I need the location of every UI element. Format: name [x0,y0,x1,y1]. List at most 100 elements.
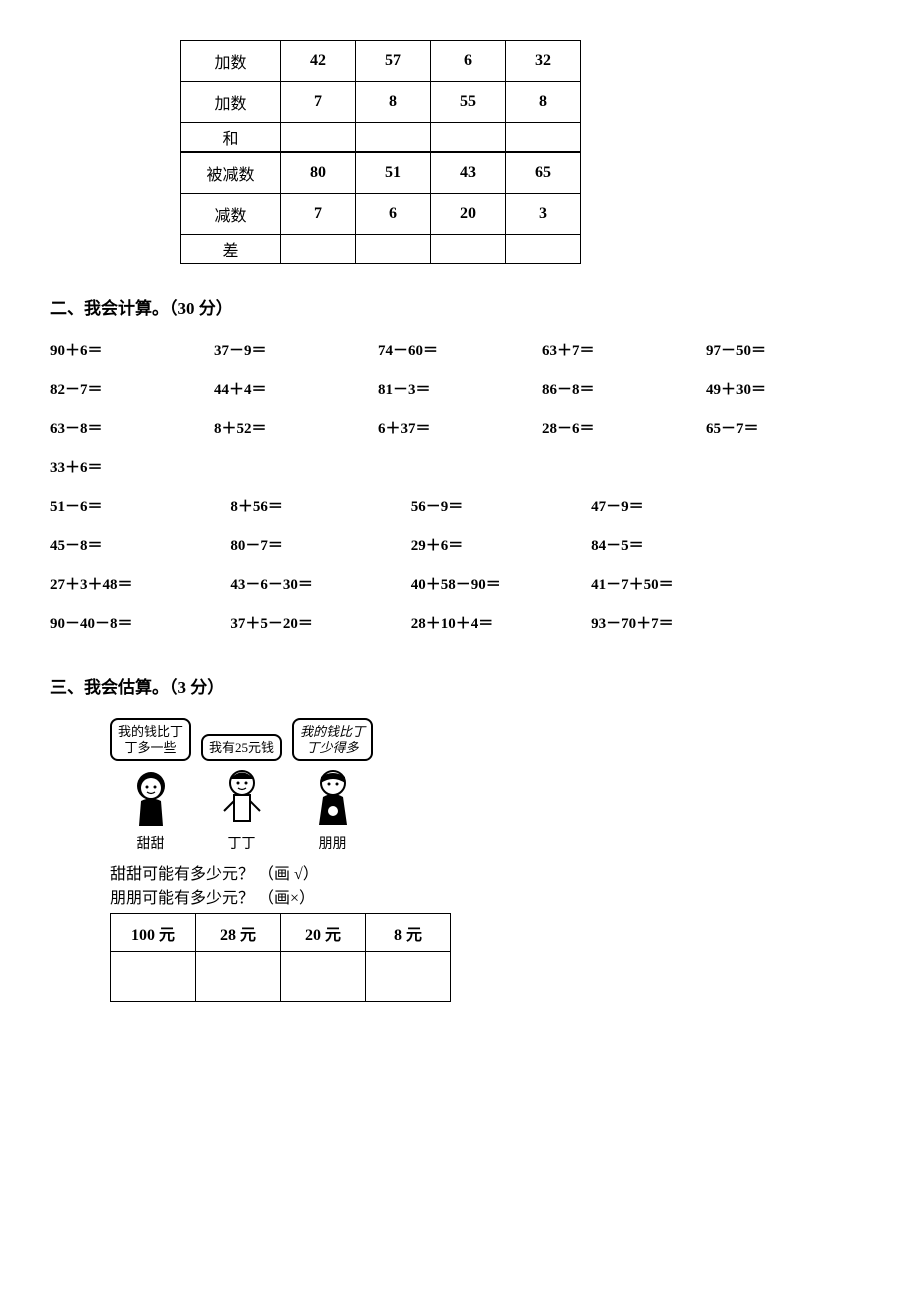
calc-item: 33＋6＝ [50,456,870,477]
calc-item: 81－3＝ [378,378,542,399]
cell[interactable] [356,123,431,152]
calc-item: 56－9＝ [411,495,591,516]
calc-item: 29＋6＝ [411,534,591,555]
cell: 6 [431,41,506,82]
calc-item: 45－8＝ [50,534,230,555]
calc-item: 8＋56＝ [230,495,410,516]
row-label: 和 [181,123,281,152]
char-name: 甜甜 [137,833,165,853]
char-tiantian: 我的钱比丁 丁多一些 甜甜 [110,718,191,853]
char-name: 丁丁 [228,833,256,853]
cell[interactable] [431,235,506,264]
calc-item: 43－6－30＝ [230,573,410,594]
speech-bubble: 我有25元钱 [201,734,282,762]
cell[interactable] [506,123,581,152]
calc-item: 27＋3＋48＝ [50,573,230,594]
calc-item: 28＋10＋4＝ [411,612,591,633]
calc-item: 44＋4＝ [214,378,378,399]
calc-item: 40＋58－90＝ [411,573,591,594]
cell: 57 [356,41,431,82]
char-pengpeng: 我的钱比丁 丁少得多 朋朋 [292,718,373,853]
cell: 3 [506,194,581,235]
cell[interactable] [356,235,431,264]
calc-row: 90＋6＝37－9＝74－60＝63＋7＝97－50＝ [50,339,870,360]
cell: 65 [506,153,581,194]
table-row: 加数 7 8 55 8 [181,82,581,123]
cell: 43 [431,153,506,194]
cell: 20 [431,194,506,235]
calc-row: 63－8＝8＋52＝6＋37＝28－6＝65－7＝ [50,417,870,438]
calc-row: 90－40－8＝37＋5－20＝28＋10＋4＝93－70＋7＝ [50,612,870,633]
calc-item: 65－7＝ [706,417,870,438]
option-cell: 8 元 [366,914,451,952]
calc-item: 97－50＝ [706,339,870,360]
estimate-questions: 甜甜可能有多少元？ （画 √） 朋朋可能有多少元？ （画×） [110,863,870,911]
answer-cell[interactable] [281,952,366,1002]
calc-item: 93－70＋7＝ [591,612,771,633]
addition-table: 加数 42 57 6 32 加数 7 8 55 8 和 [180,40,581,152]
calc-row: 33＋6＝ [50,456,870,477]
cell: 7 [281,194,356,235]
cell: 51 [356,153,431,194]
answer-options-table: 100 元 28 元 20 元 8 元 [110,913,451,1002]
cell: 7 [281,82,356,123]
boy2-icon [303,761,363,831]
option-cell: 100 元 [111,914,196,952]
cell: 8 [356,82,431,123]
calc-item: 63－8＝ [50,417,214,438]
answer-cell[interactable] [196,952,281,1002]
girl-icon [121,761,181,831]
calc-item: 51－6＝ [50,495,230,516]
calc-item: 63＋7＝ [542,339,706,360]
calc-item: 74－60＝ [378,339,542,360]
calc-item: 8＋52＝ [214,417,378,438]
cell: 32 [506,41,581,82]
table-row: 差 [181,235,581,264]
calc-item: 82－7＝ [50,378,214,399]
option-cell: 20 元 [281,914,366,952]
cell[interactable] [281,235,356,264]
calc-item: 37＋5－20＝ [230,612,410,633]
calc-item: 6＋37＝ [378,417,542,438]
row-label: 加数 [181,82,281,123]
question-2: 朋朋可能有多少元？ （画×） [110,887,870,911]
calc-item: 86－8＝ [542,378,706,399]
cell: 42 [281,41,356,82]
estimate-characters: 我的钱比丁 丁多一些 甜甜 我有25元钱 丁丁 [110,718,870,853]
answer-row [111,952,451,1002]
option-cell: 28 元 [196,914,281,952]
calc-item: 47－9＝ [591,495,771,516]
calc-item: 49＋30＝ [706,378,870,399]
calc-item: 28－6＝ [542,417,706,438]
table-row: 被减数 80 51 43 65 [181,153,581,194]
calc-row: 51－6＝8＋56＝56－9＝47－9＝ [50,495,870,516]
calc-row: 82－7＝44＋4＝81－3＝86－8＝49＋30＝ [50,378,870,399]
section-2-title: 二、我会计算。（30 分） [50,294,870,319]
calc-item: 90－40－8＝ [50,612,230,633]
subtraction-table: 被减数 80 51 43 65 减数 7 6 20 3 差 [180,152,581,264]
table-row: 和 [181,123,581,152]
table-row: 减数 7 6 20 3 [181,194,581,235]
calculations: 90＋6＝37－9＝74－60＝63＋7＝97－50＝ 82－7＝44＋4＝81－… [50,339,870,633]
answer-cell[interactable] [111,952,196,1002]
calc-item: 90＋6＝ [50,339,214,360]
table-row: 加数 42 57 6 32 [181,41,581,82]
calc-item: 37－9＝ [214,339,378,360]
speech-bubble: 我的钱比丁 丁少得多 [292,718,373,761]
calc-row: 45－8＝80－7＝29＋6＝84－5＝ [50,534,870,555]
cell: 6 [356,194,431,235]
calc-row: 27＋3＋48＝43－6－30＝40＋58－90＝41－7＋50＝ [50,573,870,594]
section-3-title: 三、我会估算。（3 分） [50,673,870,698]
row-label: 减数 [181,194,281,235]
fill-tables: 加数 42 57 6 32 加数 7 8 55 8 和 被减数 80 51 43… [180,40,870,264]
char-dingding: 我有25元钱 丁丁 [201,734,282,854]
answer-cell[interactable] [366,952,451,1002]
cell[interactable] [281,123,356,152]
cell[interactable] [506,235,581,264]
char-name: 朋朋 [319,833,347,853]
cell: 80 [281,153,356,194]
row-label: 加数 [181,41,281,82]
calc-item: 80－7＝ [230,534,410,555]
row-label: 被减数 [181,153,281,194]
cell[interactable] [431,123,506,152]
